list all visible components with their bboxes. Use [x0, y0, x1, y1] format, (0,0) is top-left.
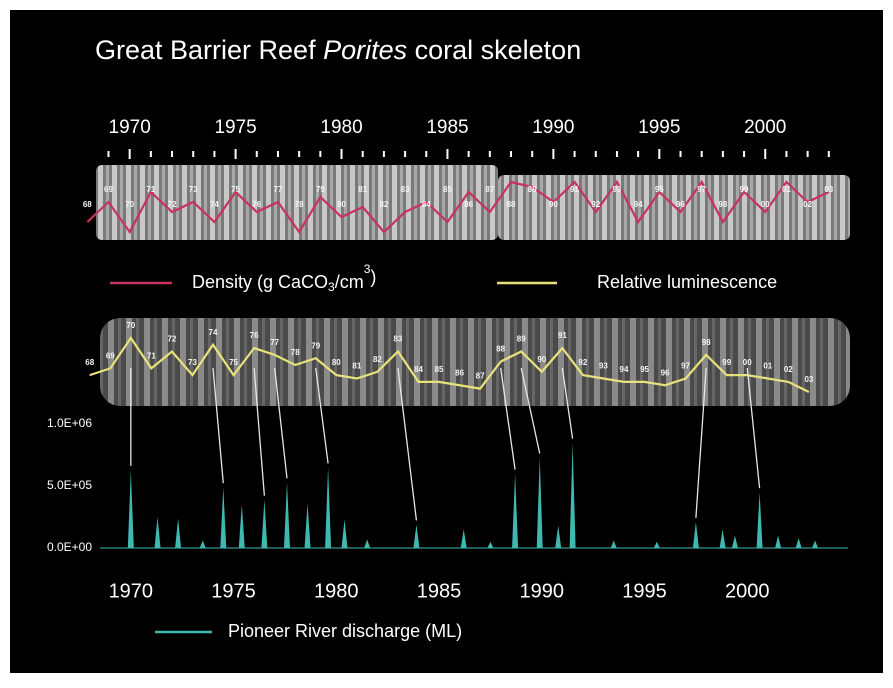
band-label: 79 — [316, 185, 325, 194]
band-label: 81 — [358, 185, 367, 194]
x-tick-label: 1980 — [314, 580, 359, 602]
band-label: 68 — [85, 358, 94, 367]
band-label: 69 — [104, 185, 113, 194]
x-tick-label: 1995 — [638, 117, 680, 138]
x-tick-label: 1990 — [532, 117, 574, 138]
band-label: 80 — [332, 358, 341, 367]
band-label: 89 — [528, 185, 537, 194]
band-label: 89 — [517, 335, 526, 344]
band-label: 02 — [784, 365, 793, 374]
band-label: 88 — [496, 345, 505, 354]
band-label: 93 — [612, 185, 621, 194]
band-label: 96 — [676, 200, 685, 209]
band-label: 97 — [697, 185, 706, 194]
band-label: 02 — [803, 200, 812, 209]
x-tick-label: 1980 — [320, 117, 362, 138]
band-label: 82 — [373, 355, 382, 364]
band-label: 90 — [537, 355, 546, 364]
legend-label-part: /cm — [335, 272, 364, 292]
x-tick-label: 1970 — [109, 117, 151, 138]
band-label: 84 — [422, 200, 431, 209]
band-label: 73 — [188, 358, 197, 367]
band-label: 93 — [599, 362, 608, 371]
band-label: 71 — [146, 185, 155, 194]
x-tick-label: 1975 — [211, 580, 256, 602]
band-label: 76 — [252, 200, 261, 209]
band-label: 75 — [231, 185, 240, 194]
band-label: 94 — [620, 365, 629, 374]
x-tick-label: 1985 — [426, 117, 468, 138]
band-label: 77 — [274, 185, 283, 194]
band-label: 70 — [126, 321, 135, 330]
y-tick-label: 0.0E+00 — [47, 540, 92, 554]
band-label: 92 — [591, 200, 600, 209]
band-label: 85 — [435, 365, 444, 374]
band-label: 81 — [352, 362, 361, 371]
y-tick-label: 5.0E+05 — [47, 478, 92, 492]
band-label: 97 — [681, 362, 690, 371]
figure: Great Barrier Reef Porites coral skeleto… — [0, 0, 893, 683]
band-label: 90 — [549, 200, 558, 209]
band-label: 83 — [393, 335, 402, 344]
band-label: 03 — [804, 375, 813, 384]
x-tick-label: 1990 — [520, 580, 565, 602]
band-label: 99 — [740, 185, 749, 194]
band-label: 00 — [743, 358, 752, 367]
x-tick-label: 1975 — [214, 117, 256, 138]
title: Great Barrier Reef Porites coral skeleto… — [95, 35, 581, 65]
band-label: 95 — [640, 365, 649, 374]
band-label: 85 — [443, 185, 452, 194]
legend-label-part: Density (g CaCO — [192, 272, 328, 292]
legend-label-part: ) — [370, 267, 376, 287]
band-label: 92 — [578, 358, 587, 367]
band-label: 78 — [295, 200, 304, 209]
band-label: 94 — [634, 200, 643, 209]
band-label: 80 — [337, 200, 346, 209]
band-label: 70 — [125, 200, 134, 209]
band-label: 74 — [209, 328, 218, 337]
band-label: 68 — [83, 200, 92, 209]
band-label: 82 — [379, 200, 388, 209]
band-label: 87 — [485, 185, 494, 194]
band-label: 71 — [147, 351, 156, 360]
band-label: 83 — [401, 185, 410, 194]
band-label: 91 — [570, 185, 579, 194]
band-label: 74 — [210, 200, 219, 209]
band-label: 69 — [106, 351, 115, 360]
band-label: 01 — [782, 185, 791, 194]
legend-label: Pioneer River discharge (ML) — [228, 621, 462, 641]
band-label: 00 — [761, 200, 770, 209]
band-label: 79 — [311, 341, 320, 350]
band-label: 01 — [763, 362, 772, 371]
band-label: 86 — [455, 368, 464, 377]
band-label: 86 — [464, 200, 473, 209]
band-label: 84 — [414, 365, 423, 374]
x-tick-label: 1995 — [622, 580, 667, 602]
band-label: 75 — [229, 358, 238, 367]
band-label: 98 — [702, 338, 711, 347]
band-label: 87 — [476, 372, 485, 381]
band-label: 72 — [168, 200, 177, 209]
band-label: 77 — [270, 338, 279, 347]
band-label: 03 — [824, 185, 833, 194]
band-label: 73 — [189, 185, 198, 194]
band-label: 96 — [661, 368, 670, 377]
band-label: 88 — [507, 200, 516, 209]
band-label: 76 — [250, 331, 259, 340]
band-label: 72 — [167, 335, 176, 344]
y-tick-label: 1.0E+06 — [47, 416, 92, 430]
band-label: 91 — [558, 331, 567, 340]
legend-label: Relative luminescence — [597, 272, 777, 292]
x-tick-label: 2000 — [744, 117, 786, 138]
x-tick-label: 1985 — [417, 580, 462, 602]
band-label: 99 — [722, 358, 731, 367]
band-label: 98 — [718, 200, 727, 209]
band-label: 95 — [655, 185, 664, 194]
x-tick-label: 2000 — [725, 580, 770, 602]
band-label: 78 — [291, 348, 300, 357]
x-tick-label: 1970 — [109, 580, 154, 602]
